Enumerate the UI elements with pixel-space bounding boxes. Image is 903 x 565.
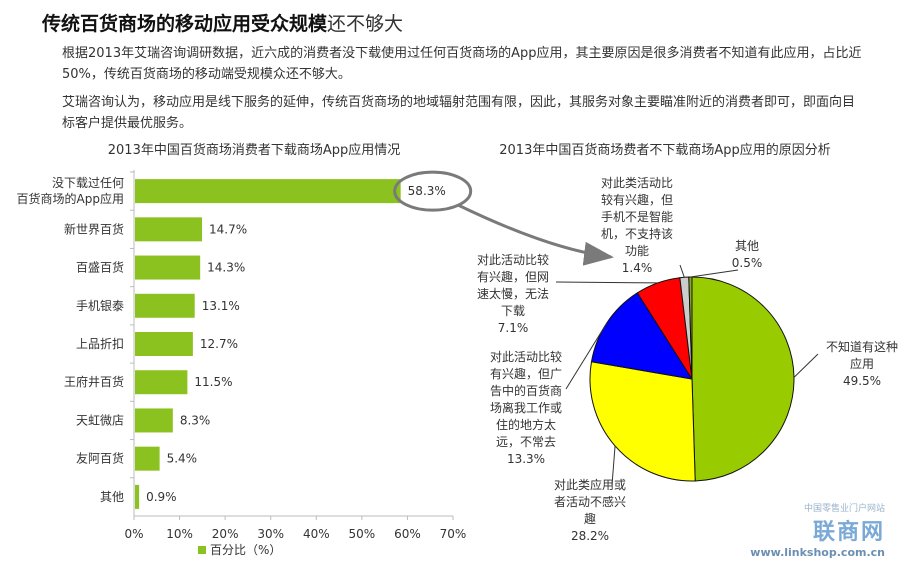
bar-value-label: 5.4% bbox=[167, 452, 198, 466]
bar-value-label: 12.7% bbox=[200, 337, 238, 351]
legend-label: 百分比（%） bbox=[210, 543, 281, 557]
pie-category-label: 有兴趣，但广 bbox=[490, 366, 562, 381]
category-label: 友阿百货 bbox=[76, 451, 124, 466]
pie-category-label: 速太慢，无法 bbox=[477, 286, 549, 301]
x-tick-label: 20% bbox=[212, 527, 239, 541]
category-label: 上品折扣 bbox=[76, 336, 124, 351]
intro-paragraph: 根据2013年艾瑞咨询调研数据，近六成的消费者没下载使用过任何百货商场的App应… bbox=[62, 46, 862, 82]
pie-category-label: 场离我工作或 bbox=[490, 400, 562, 415]
bar-value-label: 14.7% bbox=[209, 222, 247, 236]
bar bbox=[135, 370, 188, 395]
pie-slice bbox=[589, 361, 696, 482]
pie-leader-line bbox=[793, 353, 819, 378]
pie-leader-line bbox=[679, 264, 685, 278]
x-tick-label: 10% bbox=[166, 527, 193, 541]
pie-category-label: 机，不支持该 bbox=[601, 226, 673, 241]
bar-value-label: 58.3% bbox=[408, 184, 446, 198]
pie-chart-title: 2013年中国百货商场费者不下载商场App应用的原因分析 bbox=[499, 142, 830, 158]
bar bbox=[135, 446, 160, 471]
bar-value-label: 14.3% bbox=[207, 261, 245, 275]
bar bbox=[135, 217, 202, 242]
x-tick-label: 60% bbox=[394, 527, 421, 541]
pie-value-label: 28.2% bbox=[571, 529, 609, 543]
pie-category-label: 者活动不感兴 bbox=[554, 494, 626, 509]
bar-chart-title: 2013年中国百货商场消费者下载商场App应用情况 bbox=[108, 142, 400, 158]
category-label: 王府井百货 bbox=[64, 374, 124, 389]
x-tick-label: 40% bbox=[303, 527, 330, 541]
x-tick-label: 70% bbox=[440, 527, 467, 541]
bar bbox=[135, 255, 201, 280]
category-label: 新世界百货 bbox=[64, 221, 124, 236]
bar bbox=[135, 293, 195, 318]
pie-category-label: 手机不是智能 bbox=[601, 209, 673, 224]
pie-leader-line bbox=[690, 269, 739, 278]
pie-value-label: 1.4% bbox=[622, 261, 653, 275]
pie-leader-line bbox=[555, 281, 658, 284]
pie-slice bbox=[691, 276, 795, 482]
bar-value-label: 13.1% bbox=[202, 299, 240, 313]
pie-category-label: 功能 bbox=[625, 244, 649, 258]
analysis-paragraph: 艾瑞咨询认为，移动应用是线下服务的延伸，传统百货商场的地域辐射范围有限，因此，其… bbox=[62, 95, 856, 131]
pie-category-label: 应用 bbox=[850, 356, 874, 371]
bar bbox=[135, 484, 140, 509]
watermark-logo: 中国零售业门户网站 联商网 www.linkshop.com.cn bbox=[750, 504, 885, 559]
category-label: 天虹微店 bbox=[76, 413, 124, 427]
highlight-arrow bbox=[457, 203, 614, 266]
pie-value-label: 49.5% bbox=[843, 374, 881, 388]
pie-category-label: 趣 bbox=[584, 511, 596, 526]
pie-category-label: 告中的百货商 bbox=[490, 383, 562, 398]
bar-value-label: 8.3% bbox=[180, 413, 211, 427]
bar bbox=[135, 408, 173, 433]
bar bbox=[135, 332, 193, 356]
pie-category-label: 有兴趣，但网 bbox=[477, 269, 549, 284]
pie-category-label: 其他 bbox=[735, 239, 759, 253]
bar-value-label: 11.5% bbox=[194, 375, 232, 389]
pie-category-label: 不知道有这种 bbox=[826, 339, 898, 354]
pie-value-label: 0.5% bbox=[732, 256, 763, 270]
pie-category-label: 对此类应用或 bbox=[554, 477, 626, 492]
pie-category-label: 对此活动比较 bbox=[490, 349, 562, 364]
highlight-circle bbox=[393, 170, 473, 212]
category-label: 百盛百货 bbox=[76, 260, 124, 275]
x-tick-label: 30% bbox=[257, 527, 284, 541]
pie-value-label: 13.3% bbox=[507, 452, 545, 466]
bar bbox=[135, 179, 401, 204]
category-label: 百货商场的App应用 bbox=[17, 191, 124, 206]
pie-leader-line bbox=[565, 322, 608, 390]
pie-category-label: 较有兴趣，但 bbox=[601, 192, 673, 207]
x-tick-label: 0% bbox=[124, 527, 143, 541]
bar-value-label: 0.9% bbox=[146, 490, 177, 504]
page-title: 传统百货商场的移动应用受众规模还不够大 bbox=[42, 13, 404, 35]
category-label: 没下载过任何 bbox=[52, 175, 124, 190]
legend-swatch bbox=[198, 546, 206, 554]
pie-category-label: 远，不常去 bbox=[496, 435, 556, 449]
category-label: 手机银泰 bbox=[76, 299, 124, 313]
pie-category-label: 对此活动比较 bbox=[477, 252, 549, 267]
pie-category-label: 下载 bbox=[501, 304, 525, 318]
pie-category-label: 住的地方太 bbox=[496, 417, 556, 432]
category-label: 其他 bbox=[100, 490, 124, 504]
pie-value-label: 7.1% bbox=[498, 321, 529, 335]
pie-category-label: 对此类活动比 bbox=[601, 176, 673, 190]
bar-chart: 2013年中国百货商场消费者下载商场App应用情况 0% 10% 20% 30% 40% 5… bbox=[17, 142, 473, 557]
pie-leader-line bbox=[611, 445, 616, 486]
x-tick-label: 50% bbox=[349, 527, 376, 541]
